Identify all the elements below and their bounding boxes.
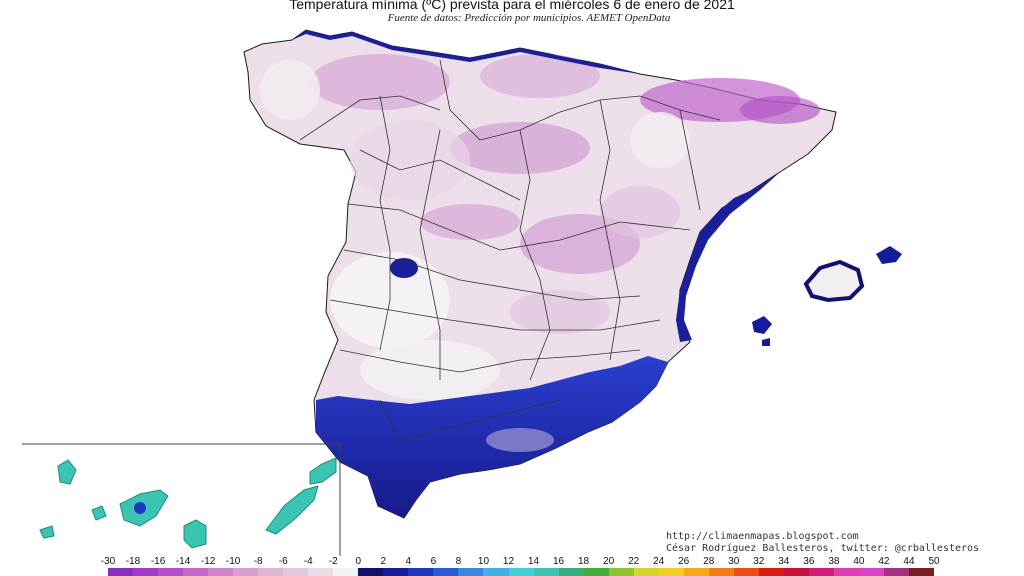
temperature-map <box>22 29 902 556</box>
mild-zones <box>260 60 690 400</box>
legend-label: -2 <box>328 556 338 567</box>
legend-swatch <box>833 568 859 576</box>
legend-swatch <box>308 568 334 576</box>
legend-label: 6 <box>430 556 437 567</box>
legend-label: -16 <box>150 556 166 567</box>
legend-label: 24 <box>653 556 665 567</box>
legend-label: 38 <box>828 556 840 567</box>
legend-swatch <box>909 568 935 576</box>
legend-swatch <box>533 568 559 576</box>
legend-label: 18 <box>578 556 590 567</box>
legend-swatch <box>483 568 509 576</box>
legend-label: 36 <box>803 556 815 567</box>
canarias-inset <box>22 443 341 556</box>
east-coast-warm <box>676 172 780 342</box>
legend-swatch <box>783 568 809 576</box>
legend-swatch <box>608 568 634 576</box>
legend-label: -8 <box>253 556 263 567</box>
legend-label: 16 <box>552 556 565 567</box>
legend-label: 8 <box>455 556 462 567</box>
legend-label: 2 <box>380 556 387 567</box>
legend-label: -6 <box>278 556 288 567</box>
legend-label: 20 <box>603 556 615 567</box>
legend-label: -14 <box>175 556 191 567</box>
legend-swatch <box>158 568 184 576</box>
legend-swatch <box>333 568 359 576</box>
credit-author: César Rodríguez Ballesteros, twitter: @c… <box>666 543 980 554</box>
legend-label: 30 <box>728 556 740 567</box>
legend-swatch <box>883 568 909 576</box>
legend-label: -10 <box>225 556 241 567</box>
legend-label: 0 <box>355 556 362 567</box>
legend-label: -12 <box>200 556 216 567</box>
legend-swatch <box>633 568 659 576</box>
legend-swatch <box>433 568 459 576</box>
legend-swatch <box>758 568 784 576</box>
legend-label: 32 <box>753 556 765 567</box>
legend-label: 34 <box>778 556 790 567</box>
province-borders <box>299 59 721 441</box>
legend-swatch <box>858 568 884 576</box>
legend-swatch <box>708 568 734 576</box>
credit-url: http://climaenmapas.blogspot.com <box>666 531 859 542</box>
legend-label: -4 <box>303 556 313 567</box>
legend-swatch <box>558 568 584 576</box>
inland-warm-spot <box>390 258 418 278</box>
legend-swatch <box>808 568 834 576</box>
legend-label: 14 <box>527 556 540 567</box>
legend-color-bar <box>108 568 935 576</box>
legend-label: 22 <box>628 556 640 567</box>
legend-swatch <box>258 568 284 576</box>
legend-swatch <box>133 568 159 576</box>
legend-label: 50 <box>928 556 940 567</box>
map-title: Temperatura mínima (ºC) prevista para el… <box>289 0 735 12</box>
legend-swatch <box>208 568 234 576</box>
legend-swatch <box>458 568 484 576</box>
legend-swatch <box>583 568 609 576</box>
legend-swatch <box>658 568 684 576</box>
legend-label: 12 <box>502 556 515 567</box>
islas-baleares <box>752 246 902 346</box>
legend-swatch <box>508 568 534 576</box>
legend-labels: -30 -18 -16 -14 -12 -10 -8 -6 -4 -2 0 2 4 6 8 10 12 14 16 1… <box>0 556 1024 568</box>
legend-label: -18 <box>125 556 141 567</box>
legend-swatch <box>233 568 259 576</box>
legend-label: 44 <box>903 556 915 567</box>
legend-swatch <box>283 568 309 576</box>
legend-swatch <box>733 568 759 576</box>
legend-label: 26 <box>678 556 690 567</box>
legend-swatch <box>408 568 434 576</box>
legend-label: 40 <box>853 556 865 567</box>
legend-label: 10 <box>477 556 490 567</box>
legend-swatch <box>358 568 384 576</box>
legend-label: 42 <box>878 556 890 567</box>
legend-swatch <box>108 568 134 576</box>
legend-label: 4 <box>405 556 412 567</box>
legend-swatch <box>183 568 209 576</box>
legend-label: 28 <box>703 556 715 567</box>
map-subtitle: Fuente de datos: Predicción por municipi… <box>387 12 671 24</box>
legend-label: -30 <box>100 556 116 567</box>
legend-swatch <box>383 568 409 576</box>
legend-swatch <box>683 568 709 576</box>
sierra-nevada <box>486 428 554 452</box>
